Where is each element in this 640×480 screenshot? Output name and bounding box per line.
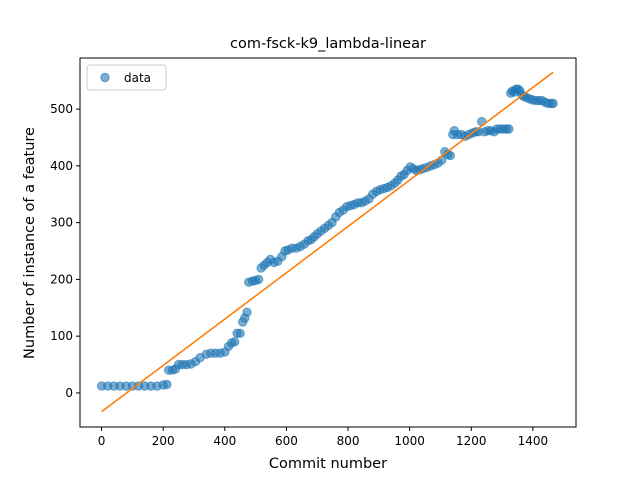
y-tick-label: 0 [65, 386, 73, 400]
y-tick-label: 500 [50, 102, 73, 116]
x-tick-label: 600 [275, 434, 298, 448]
x-tick-label: 400 [213, 434, 236, 448]
x-tick-label: 1000 [394, 434, 425, 448]
y-tick-label: 300 [50, 216, 73, 230]
y-tick-label: 400 [50, 159, 73, 173]
chart-title: com-fsck-k9_lambda-linear [230, 36, 426, 52]
y-axis-label: Number of instance of a feature [22, 127, 38, 359]
x-axis-label: Commit number [269, 456, 387, 472]
data-point [445, 150, 455, 161]
y-tick-label: 100 [50, 329, 73, 343]
x-tick-label: 800 [337, 434, 360, 448]
x-tick-label: 1400 [518, 434, 549, 448]
y-tick-label: 200 [50, 272, 73, 286]
data-point [230, 337, 240, 347]
fit-line [101, 71, 554, 413]
data-point [504, 124, 514, 134]
data-point [162, 379, 172, 390]
x-tick-label: 1200 [456, 434, 487, 448]
legend-label: data [124, 71, 151, 85]
x-tick-label: 200 [152, 434, 175, 448]
data-point [254, 274, 264, 285]
x-tick-label: 0 [98, 434, 106, 448]
legend-box [86, 64, 167, 91]
data-point [242, 307, 252, 317]
data-point [548, 98, 558, 109]
plot-frame [79, 57, 577, 428]
legend-marker [100, 72, 110, 83]
data-point [235, 328, 245, 338]
plot-area: 0 200 400 600 800 1000 1200 1400 0 100 200 300 400 50… [50, 57, 577, 448]
